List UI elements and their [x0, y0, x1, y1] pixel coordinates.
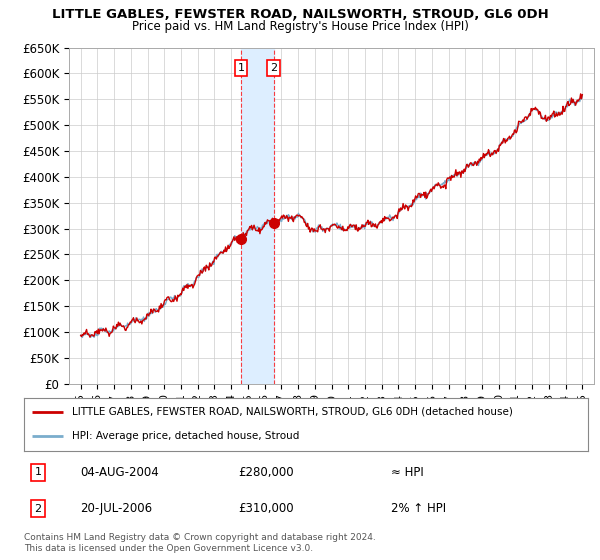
Text: 20-JUL-2006: 20-JUL-2006 [80, 502, 152, 515]
Text: HPI: Average price, detached house, Stroud: HPI: Average price, detached house, Stro… [72, 431, 299, 441]
Text: Contains HM Land Registry data © Crown copyright and database right 2024.
This d: Contains HM Land Registry data © Crown c… [24, 533, 376, 553]
Text: 04-AUG-2004: 04-AUG-2004 [80, 466, 159, 479]
Text: 1: 1 [35, 468, 41, 478]
Text: 2: 2 [270, 63, 277, 73]
Text: ≈ HPI: ≈ HPI [391, 466, 424, 479]
Text: 1: 1 [238, 63, 244, 73]
Text: 2% ↑ HPI: 2% ↑ HPI [391, 502, 446, 515]
Text: LITTLE GABLES, FEWSTER ROAD, NAILSWORTH, STROUD, GL6 0DH (detached house): LITTLE GABLES, FEWSTER ROAD, NAILSWORTH,… [72, 407, 513, 417]
Text: 2: 2 [35, 504, 41, 514]
Text: Price paid vs. HM Land Registry's House Price Index (HPI): Price paid vs. HM Land Registry's House … [131, 20, 469, 32]
Text: LITTLE GABLES, FEWSTER ROAD, NAILSWORTH, STROUD, GL6 0DH: LITTLE GABLES, FEWSTER ROAD, NAILSWORTH,… [52, 8, 548, 21]
Bar [241, 48, 274, 384]
Text: £280,000: £280,000 [238, 466, 294, 479]
Text: £310,000: £310,000 [238, 502, 294, 515]
